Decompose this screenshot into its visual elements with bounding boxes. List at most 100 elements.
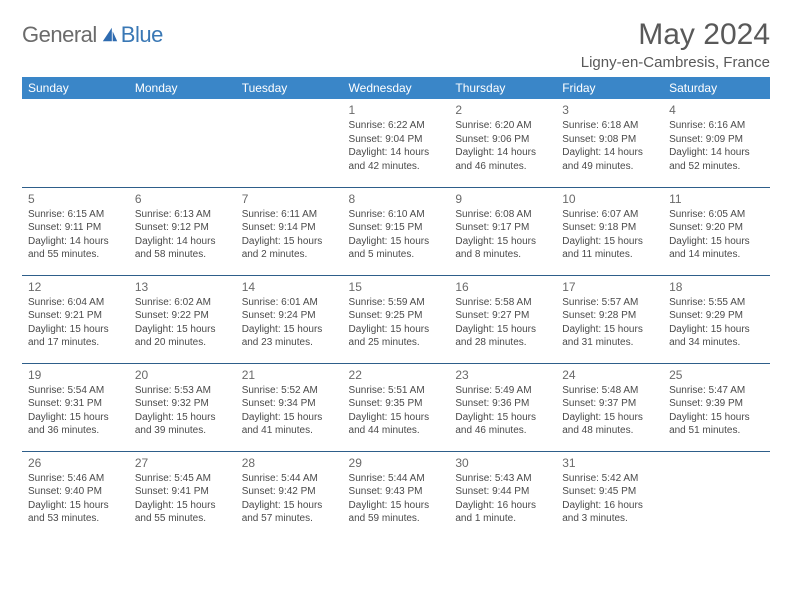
calendar-day-cell: 14Sunrise: 6:01 AMSunset: 9:24 PMDayligh…	[236, 275, 343, 363]
calendar-day-cell: 13Sunrise: 6:02 AMSunset: 9:22 PMDayligh…	[129, 275, 236, 363]
daylight-text: Daylight: 15 hours	[135, 411, 230, 425]
calendar-day-cell: 18Sunrise: 5:55 AMSunset: 9:29 PMDayligh…	[663, 275, 770, 363]
calendar-week-row: 12Sunrise: 6:04 AMSunset: 9:21 PMDayligh…	[22, 275, 770, 363]
calendar-day-cell: 17Sunrise: 5:57 AMSunset: 9:28 PMDayligh…	[556, 275, 663, 363]
sunset-text: Sunset: 9:39 PM	[669, 397, 764, 411]
sunrise-text: Sunrise: 5:48 AM	[562, 384, 657, 398]
day-number: 17	[562, 280, 657, 294]
day-number: 18	[669, 280, 764, 294]
day-number: 14	[242, 280, 337, 294]
logo-text-general: General	[22, 22, 97, 48]
calendar-day-cell: 16Sunrise: 5:58 AMSunset: 9:27 PMDayligh…	[449, 275, 556, 363]
calendar-day-cell: 11Sunrise: 6:05 AMSunset: 9:20 PMDayligh…	[663, 187, 770, 275]
daylight-text: Daylight: 15 hours	[242, 411, 337, 425]
day-number: 3	[562, 103, 657, 117]
daylight-text: and 49 minutes.	[562, 160, 657, 174]
calendar-day-cell: 25Sunrise: 5:47 AMSunset: 9:39 PMDayligh…	[663, 363, 770, 451]
daylight-text: Daylight: 15 hours	[562, 235, 657, 249]
daylight-text: Daylight: 15 hours	[669, 411, 764, 425]
daylight-text: and 39 minutes.	[135, 424, 230, 438]
daylight-text: Daylight: 15 hours	[669, 323, 764, 337]
sunset-text: Sunset: 9:17 PM	[455, 221, 550, 235]
day-number: 12	[28, 280, 123, 294]
daylight-text: and 59 minutes.	[349, 512, 444, 526]
day-number: 30	[455, 456, 550, 470]
sunrise-text: Sunrise: 6:11 AM	[242, 208, 337, 222]
sunset-text: Sunset: 9:42 PM	[242, 485, 337, 499]
daylight-text: and 53 minutes.	[28, 512, 123, 526]
day-number: 16	[455, 280, 550, 294]
day-number: 23	[455, 368, 550, 382]
calendar-day-cell: 29Sunrise: 5:44 AMSunset: 9:43 PMDayligh…	[343, 451, 450, 539]
calendar-day-cell: 9Sunrise: 6:08 AMSunset: 9:17 PMDaylight…	[449, 187, 556, 275]
calendar-week-row: 26Sunrise: 5:46 AMSunset: 9:40 PMDayligh…	[22, 451, 770, 539]
sunset-text: Sunset: 9:04 PM	[349, 133, 444, 147]
weekday-header: Sunday	[22, 77, 129, 99]
day-number: 24	[562, 368, 657, 382]
calendar-day-cell: 27Sunrise: 5:45 AMSunset: 9:41 PMDayligh…	[129, 451, 236, 539]
sunset-text: Sunset: 9:35 PM	[349, 397, 444, 411]
calendar-day-cell	[129, 99, 236, 187]
calendar-day-cell: 26Sunrise: 5:46 AMSunset: 9:40 PMDayligh…	[22, 451, 129, 539]
daylight-text: and 1 minute.	[455, 512, 550, 526]
sunrise-text: Sunrise: 6:08 AM	[455, 208, 550, 222]
daylight-text: Daylight: 15 hours	[242, 235, 337, 249]
daylight-text: Daylight: 15 hours	[28, 323, 123, 337]
sunrise-text: Sunrise: 6:18 AM	[562, 119, 657, 133]
daylight-text: and 42 minutes.	[349, 160, 444, 174]
sunset-text: Sunset: 9:20 PM	[669, 221, 764, 235]
daylight-text: Daylight: 15 hours	[455, 235, 550, 249]
sunrise-text: Sunrise: 5:59 AM	[349, 296, 444, 310]
sunrise-text: Sunrise: 6:20 AM	[455, 119, 550, 133]
sunrise-text: Sunrise: 6:13 AM	[135, 208, 230, 222]
calendar-day-cell: 23Sunrise: 5:49 AMSunset: 9:36 PMDayligh…	[449, 363, 556, 451]
day-number: 7	[242, 192, 337, 206]
day-number: 31	[562, 456, 657, 470]
sunset-text: Sunset: 9:09 PM	[669, 133, 764, 147]
sunset-text: Sunset: 9:45 PM	[562, 485, 657, 499]
daylight-text: Daylight: 15 hours	[28, 499, 123, 513]
daylight-text: Daylight: 15 hours	[242, 499, 337, 513]
sunrise-text: Sunrise: 5:44 AM	[349, 472, 444, 486]
weekday-header-row: SundayMondayTuesdayWednesdayThursdayFrid…	[22, 77, 770, 99]
calendar-table: SundayMondayTuesdayWednesdayThursdayFrid…	[22, 77, 770, 539]
daylight-text: and 51 minutes.	[669, 424, 764, 438]
page-title: May 2024	[581, 18, 770, 52]
sunrise-text: Sunrise: 5:46 AM	[28, 472, 123, 486]
logo-text-blue: Blue	[121, 22, 163, 48]
daylight-text: Daylight: 15 hours	[562, 411, 657, 425]
sunrise-text: Sunrise: 5:52 AM	[242, 384, 337, 398]
sunset-text: Sunset: 9:25 PM	[349, 309, 444, 323]
sunrise-text: Sunrise: 5:43 AM	[455, 472, 550, 486]
sunrise-text: Sunrise: 5:54 AM	[28, 384, 123, 398]
calendar-day-cell: 20Sunrise: 5:53 AMSunset: 9:32 PMDayligh…	[129, 363, 236, 451]
sunrise-text: Sunrise: 5:49 AM	[455, 384, 550, 398]
calendar-day-cell: 1Sunrise: 6:22 AMSunset: 9:04 PMDaylight…	[343, 99, 450, 187]
calendar-day-cell: 21Sunrise: 5:52 AMSunset: 9:34 PMDayligh…	[236, 363, 343, 451]
sunset-text: Sunset: 9:29 PM	[669, 309, 764, 323]
sunrise-text: Sunrise: 5:44 AM	[242, 472, 337, 486]
day-number: 21	[242, 368, 337, 382]
calendar-day-cell: 2Sunrise: 6:20 AMSunset: 9:06 PMDaylight…	[449, 99, 556, 187]
calendar-week-row: 5Sunrise: 6:15 AMSunset: 9:11 PMDaylight…	[22, 187, 770, 275]
daylight-text: Daylight: 15 hours	[349, 411, 444, 425]
daylight-text: and 46 minutes.	[455, 160, 550, 174]
daylight-text: Daylight: 16 hours	[562, 499, 657, 513]
sunset-text: Sunset: 9:37 PM	[562, 397, 657, 411]
daylight-text: and 17 minutes.	[28, 336, 123, 350]
weekday-header: Tuesday	[236, 77, 343, 99]
sunset-text: Sunset: 9:14 PM	[242, 221, 337, 235]
calendar-day-cell: 28Sunrise: 5:44 AMSunset: 9:42 PMDayligh…	[236, 451, 343, 539]
sunrise-text: Sunrise: 5:58 AM	[455, 296, 550, 310]
sail-icon	[101, 26, 119, 44]
sunrise-text: Sunrise: 5:45 AM	[135, 472, 230, 486]
day-number: 26	[28, 456, 123, 470]
calendar-day-cell: 19Sunrise: 5:54 AMSunset: 9:31 PMDayligh…	[22, 363, 129, 451]
sunrise-text: Sunrise: 5:47 AM	[669, 384, 764, 398]
day-number: 19	[28, 368, 123, 382]
calendar-day-cell: 4Sunrise: 6:16 AMSunset: 9:09 PMDaylight…	[663, 99, 770, 187]
daylight-text: Daylight: 15 hours	[349, 499, 444, 513]
location-label: Ligny-en-Cambresis, France	[581, 54, 770, 71]
daylight-text: and 3 minutes.	[562, 512, 657, 526]
calendar-day-cell: 7 Sunrise: 6:11 AMSunset: 9:14 PMDaylight…	[236, 187, 343, 275]
